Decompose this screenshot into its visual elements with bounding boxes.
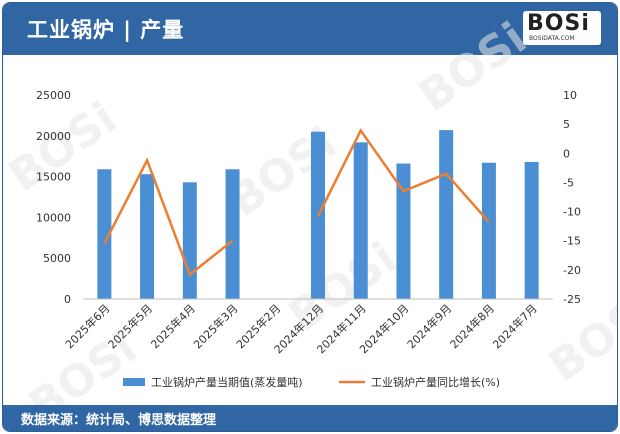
bar: [225, 169, 240, 299]
bar: [182, 182, 197, 299]
bar: [353, 142, 368, 299]
page-title: 工业锅炉 | 产量: [27, 18, 185, 42]
y-left-tick-label: 0: [64, 293, 71, 306]
y-left-tick-label: 25000: [36, 89, 71, 102]
logo-subtext: BOSIDATA.COM: [529, 35, 575, 42]
y-right-tick-label: -20: [563, 264, 581, 277]
y-right-tick-label: 5: [563, 118, 570, 131]
x-tick-label: 2025年4月: [148, 301, 198, 351]
logo-text: BOSi: [527, 11, 590, 36]
y-left-tick-label: 20000: [36, 130, 71, 143]
watermark-mark: BOSi: [410, 13, 536, 122]
y-right-tick-label: 10: [563, 89, 577, 102]
bar: [140, 174, 155, 299]
y-right-tick-label: -5: [563, 176, 574, 189]
y-right-tick-label: -25: [563, 293, 581, 306]
y-left-tick-label: 15000: [36, 171, 71, 184]
bar: [97, 169, 112, 299]
y-left-tick-label: 10000: [36, 211, 71, 224]
header-bar: 工业锅炉 | 产量 BOSi BOSIDATA.COM: [3, 3, 617, 55]
x-tick-label: 2024年7月: [490, 301, 540, 351]
y-right-tick-label: -15: [563, 235, 581, 248]
x-tick-label: 2024年9月: [404, 301, 454, 351]
y-right-tick-label: 0: [563, 147, 570, 160]
legend-bar-label: 工业锅炉产量当期值(蒸发量吨): [151, 375, 303, 389]
y-right-tick-label: -10: [563, 206, 581, 219]
legend-line-label: 工业锅炉产量同比增长(%): [371, 375, 500, 389]
bar: [481, 162, 496, 299]
x-tick-label: 2025年3月: [190, 301, 240, 351]
bar: [524, 161, 539, 299]
footer-bar: 数据来源：统计局、博思数据整理: [3, 405, 617, 431]
bar: [396, 163, 411, 299]
data-source: 数据来源：统计局、博思数据整理: [21, 413, 217, 428]
x-tick-label: 2024年8月: [447, 301, 497, 351]
bar: [439, 130, 454, 299]
brand-logo: BOSi BOSIDATA.COM: [523, 11, 601, 45]
line-series-segment: [103, 157, 234, 277]
legend-bar-swatch: [123, 378, 145, 386]
y-left-tick-label: 5000: [43, 252, 71, 265]
